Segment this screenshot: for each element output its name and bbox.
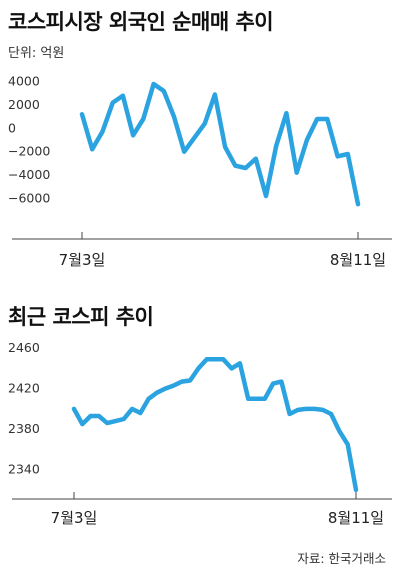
chart1-unit-label: 단위: 억원 <box>8 46 65 61</box>
source-note: 자료: 한국거래소 <box>297 551 386 566</box>
x-tick-label: 8월11일 <box>328 509 384 527</box>
series-line <box>79 81 361 207</box>
kospi-trend-chart: 2460 2420 2380 2340 7월3일 8월11일 <box>8 340 392 527</box>
y-tick-label: 2000 <box>8 97 40 112</box>
y-tick-label: −6000 <box>8 190 50 205</box>
series-line <box>71 357 359 493</box>
chart2-title: 최근 코스피 추이 <box>8 305 154 329</box>
x-tick-label: 7월3일 <box>51 509 98 527</box>
x-tick-label: 8월11일 <box>330 251 386 269</box>
y-tick-label: −2000 <box>8 144 50 159</box>
y-tick-label: 2420 <box>8 381 40 396</box>
y-tick-label: 2460 <box>8 340 40 355</box>
y-tick-label: 2380 <box>8 421 40 436</box>
y-tick-label: 4000 <box>8 74 40 89</box>
y-tick-label: 2340 <box>8 462 40 477</box>
x-tick-label: 7월3일 <box>59 251 106 269</box>
foreign-net-trading-chart: 4000 2000 0 −2000 −4000 −6000 7월3일 8월11일 <box>8 74 392 269</box>
y-tick-label: −4000 <box>8 167 50 182</box>
chart1-title: 코스피시장 외국인 순매매 추이 <box>8 10 274 34</box>
y-tick-label: 0 <box>8 120 16 135</box>
